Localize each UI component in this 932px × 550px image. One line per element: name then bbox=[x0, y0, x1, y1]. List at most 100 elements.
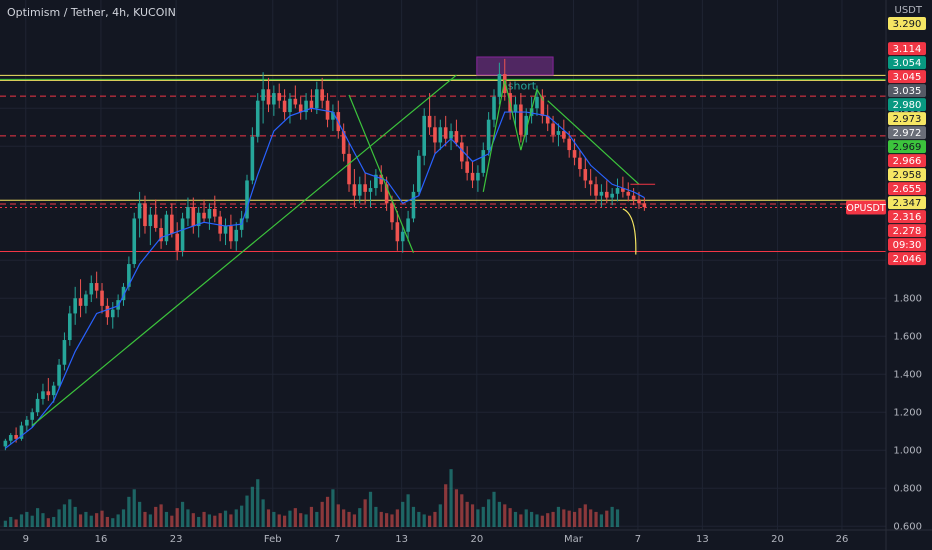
volume-bar bbox=[390, 514, 394, 527]
candle bbox=[223, 218, 228, 246]
volume-bar bbox=[385, 513, 389, 527]
volume-bar bbox=[406, 494, 410, 527]
moving-average bbox=[5, 107, 645, 449]
candle bbox=[272, 85, 276, 116]
short-zone[interactable]: short bbox=[476, 56, 554, 92]
candle bbox=[545, 104, 550, 132]
volume-bar bbox=[589, 509, 593, 527]
candle-body bbox=[497, 74, 502, 97]
volume-bar bbox=[556, 506, 561, 527]
candle bbox=[449, 123, 453, 151]
candle-body bbox=[100, 290, 104, 306]
volume-bar bbox=[336, 504, 340, 527]
price-label-box bbox=[888, 42, 926, 56]
candle bbox=[164, 210, 169, 246]
candle bbox=[3, 438, 8, 451]
candle bbox=[406, 210, 410, 242]
candle-body bbox=[465, 161, 469, 173]
price-label-text: 2.046 bbox=[893, 254, 922, 265]
volume-bar bbox=[325, 496, 330, 527]
candle bbox=[562, 119, 566, 143]
volume-bar bbox=[363, 499, 367, 527]
volume-bar bbox=[14, 519, 18, 527]
candle bbox=[89, 275, 94, 303]
price-tick-label: 1.400 bbox=[893, 370, 922, 381]
volume-bar bbox=[535, 514, 539, 527]
time-tick-label: 13 bbox=[696, 534, 709, 545]
price-label-box bbox=[888, 98, 926, 112]
volume-bar bbox=[111, 518, 115, 527]
candle bbox=[159, 218, 163, 249]
price-label-box bbox=[888, 17, 926, 30]
candle-body bbox=[78, 298, 83, 306]
volume-bar bbox=[132, 489, 136, 527]
time-tick-label: 13 bbox=[395, 534, 408, 545]
volume-bar bbox=[282, 515, 287, 527]
volume-bar bbox=[615, 509, 620, 527]
volume-bar bbox=[35, 508, 40, 527]
volume-bar bbox=[240, 505, 244, 527]
trendline bbox=[348, 94, 415, 253]
candle bbox=[459, 134, 464, 170]
trendlines[interactable] bbox=[31, 74, 656, 426]
candle-body bbox=[567, 138, 571, 151]
volume-bar bbox=[116, 514, 120, 527]
volume-bar bbox=[30, 515, 34, 527]
volume-bar bbox=[3, 520, 7, 527]
volume-bar bbox=[368, 491, 373, 527]
volume-bar bbox=[223, 510, 228, 527]
horizontal-levels[interactable] bbox=[0, 74, 886, 253]
volume-bar bbox=[143, 511, 147, 527]
volume-bar bbox=[470, 504, 475, 527]
price-label-box bbox=[888, 112, 926, 126]
volume-bars bbox=[3, 469, 620, 527]
candle bbox=[615, 178, 620, 202]
volume-bar bbox=[519, 514, 523, 527]
time-tick-label: 16 bbox=[95, 534, 108, 545]
candle-body bbox=[357, 184, 362, 196]
volume-bar bbox=[599, 514, 604, 527]
volume-bar bbox=[25, 511, 29, 527]
volume-bar bbox=[347, 511, 351, 527]
candle-body bbox=[207, 208, 212, 219]
volume-bar bbox=[594, 511, 598, 527]
candle bbox=[202, 199, 206, 223]
trendline bbox=[31, 74, 457, 426]
candle bbox=[363, 172, 367, 204]
ma-line bbox=[5, 107, 645, 449]
volume-bar bbox=[546, 513, 550, 527]
candle bbox=[46, 378, 51, 401]
price-label-text: 2.969 bbox=[893, 142, 922, 153]
candle-body bbox=[411, 191, 416, 219]
volume-bar bbox=[492, 491, 496, 527]
candle-body bbox=[384, 184, 389, 204]
symbol-badge-box bbox=[846, 200, 886, 215]
price-label: 2.316 bbox=[888, 210, 926, 224]
volume-bar bbox=[57, 509, 61, 527]
candle-body bbox=[594, 184, 598, 196]
candle-body bbox=[352, 184, 357, 196]
price-label-text: 2.966 bbox=[893, 156, 922, 167]
volume-bar bbox=[207, 514, 212, 527]
candle-body bbox=[637, 199, 641, 204]
volume-bar bbox=[320, 501, 324, 527]
candle-body bbox=[121, 286, 126, 301]
candle-body bbox=[14, 435, 18, 439]
candle bbox=[73, 286, 77, 325]
candle-body bbox=[229, 226, 233, 242]
price-tick-label: 0.800 bbox=[893, 484, 922, 495]
candle bbox=[212, 195, 217, 223]
candle-body bbox=[255, 100, 260, 137]
volume-bar bbox=[180, 501, 185, 527]
candle-body bbox=[3, 440, 8, 447]
volume-bar bbox=[395, 509, 399, 527]
candle-body bbox=[73, 298, 77, 314]
price-label: 2.655 bbox=[888, 182, 926, 196]
time-axis[interactable]: 9 16 23 Feb 7 13 20 Mar 7 13 20 26 bbox=[0, 529, 932, 545]
volume-bar bbox=[121, 509, 126, 527]
candle-body bbox=[449, 131, 453, 139]
volume-bar bbox=[127, 496, 131, 527]
candle-body bbox=[486, 119, 491, 151]
candle bbox=[352, 169, 357, 208]
